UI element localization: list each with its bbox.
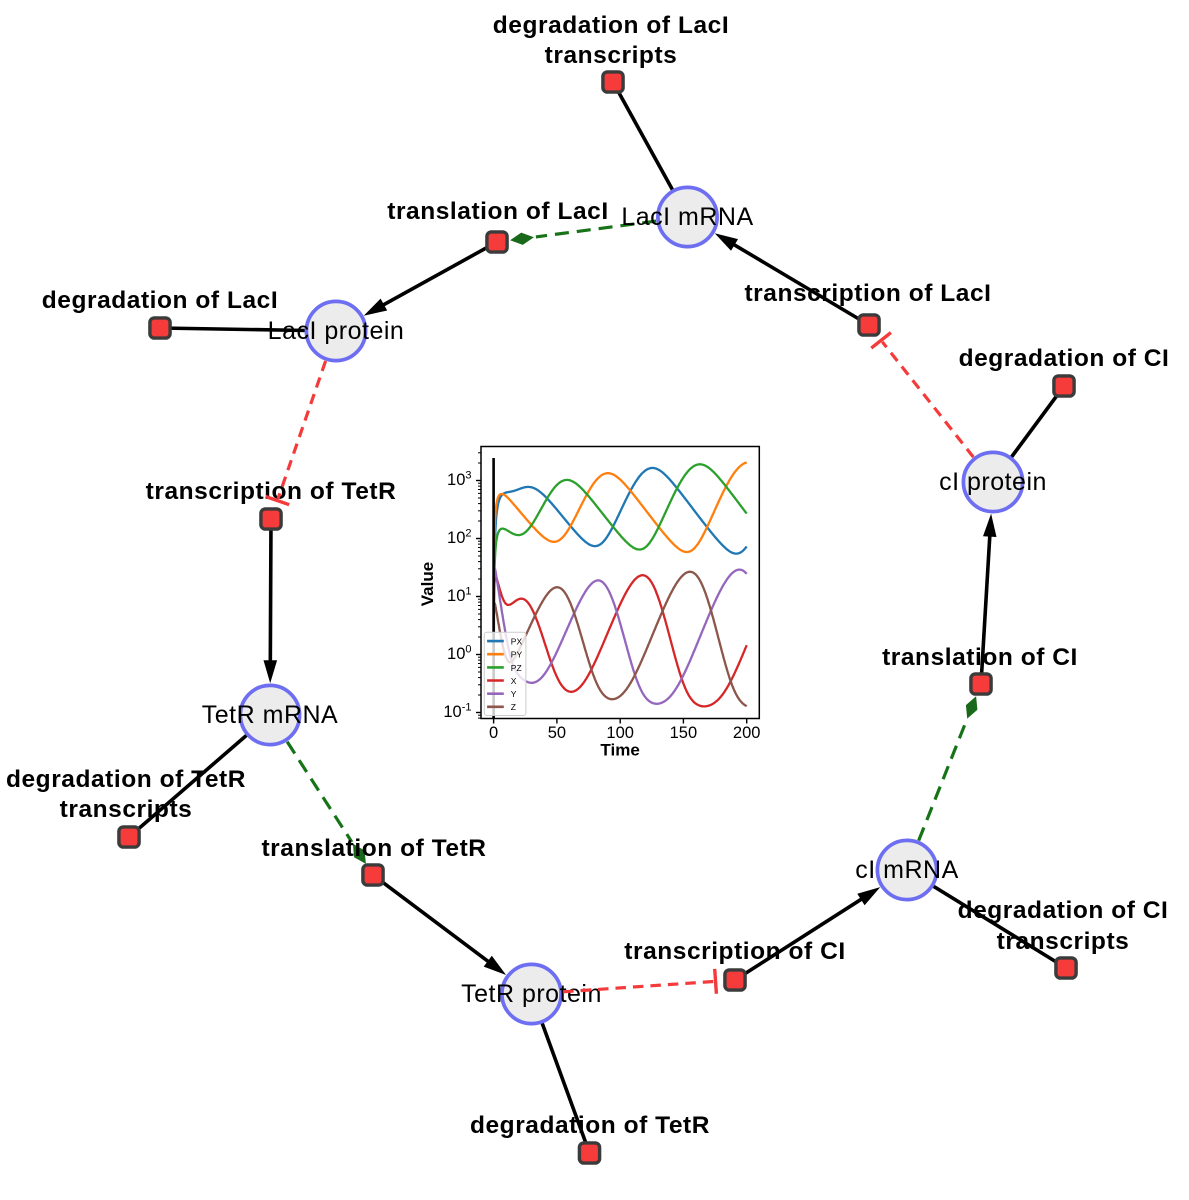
svg-text:cI mRNA: cI mRNA bbox=[855, 856, 959, 884]
svg-text:degradation of CI: degradation of CI bbox=[958, 897, 1169, 924]
svg-text:degradation of CI: degradation of CI bbox=[959, 345, 1170, 372]
svg-text:Value: Value bbox=[418, 562, 437, 606]
svg-text:degradation of LacI: degradation of LacI bbox=[42, 287, 278, 314]
svg-text:200: 200 bbox=[733, 724, 761, 742]
svg-text:degradation of TetR: degradation of TetR bbox=[6, 766, 246, 793]
svg-text:degradation of LacI: degradation of LacI bbox=[493, 12, 729, 39]
svg-text:cI protein: cI protein bbox=[939, 468, 1047, 496]
svg-text:PZ: PZ bbox=[511, 663, 522, 673]
svg-text:X: X bbox=[511, 676, 517, 686]
svg-text:degradation of TetR: degradation of TetR bbox=[470, 1112, 710, 1139]
svg-text:Time: Time bbox=[600, 741, 639, 760]
svg-text:transcription of TetR: transcription of TetR bbox=[146, 478, 397, 505]
svg-text:TetR mRNA: TetR mRNA bbox=[202, 701, 338, 729]
svg-text:TetR protein: TetR protein bbox=[461, 980, 602, 1008]
svg-text:LacI protein: LacI protein bbox=[268, 317, 405, 345]
svg-text:PY: PY bbox=[511, 650, 523, 660]
svg-text:102: 102 bbox=[447, 528, 471, 548]
svg-text:transcription of CI: transcription of CI bbox=[624, 938, 845, 965]
svg-text:0: 0 bbox=[489, 724, 498, 742]
svg-text:10-1: 10-1 bbox=[443, 702, 471, 722]
svg-text:Z: Z bbox=[511, 702, 516, 712]
svg-text:transcripts: transcripts bbox=[997, 928, 1130, 955]
svg-text:100: 100 bbox=[447, 644, 471, 664]
svg-text:transcription of LacI: transcription of LacI bbox=[744, 280, 991, 307]
svg-text:50: 50 bbox=[548, 724, 566, 742]
svg-text:transcripts: transcripts bbox=[545, 42, 678, 69]
svg-text:translation of CI: translation of CI bbox=[882, 644, 1078, 671]
svg-text:transcripts: transcripts bbox=[60, 796, 193, 823]
svg-text:Y: Y bbox=[511, 689, 517, 699]
svg-text:103: 103 bbox=[447, 470, 471, 490]
svg-text:translation of LacI: translation of LacI bbox=[387, 198, 608, 225]
svg-text:LacI mRNA: LacI mRNA bbox=[621, 203, 753, 231]
svg-text:150: 150 bbox=[670, 724, 698, 742]
svg-text:translation of TetR: translation of TetR bbox=[261, 835, 486, 862]
svg-text:100: 100 bbox=[606, 724, 634, 742]
svg-text:PX: PX bbox=[511, 637, 523, 647]
svg-text:101: 101 bbox=[447, 586, 471, 606]
